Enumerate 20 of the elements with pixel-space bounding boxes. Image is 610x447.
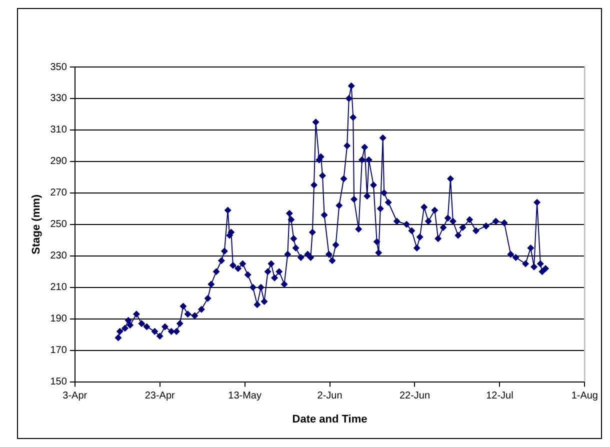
y-tick-label: 250: [50, 219, 68, 230]
x-tick-label: 2-Jun: [317, 390, 342, 402]
y-tick-label: 150: [50, 376, 68, 388]
y-axis-title: Stage (mm): [30, 194, 43, 254]
y-tick-label: 350: [50, 62, 68, 73]
y-tick-label: 210: [50, 282, 68, 294]
x-tick-label: 3-Apr: [62, 390, 88, 402]
y-tick-label: 230: [50, 250, 68, 262]
x-tick-label: 22-Jun: [399, 390, 430, 402]
y-tick-label: 290: [50, 156, 68, 168]
x-tick-label: 12-Jul: [486, 390, 514, 402]
x-axis-title: Date and Time: [292, 413, 368, 426]
x-tick-label: 1-Aug: [571, 390, 598, 402]
y-tick-label: 270: [50, 188, 68, 199]
x-tick-label: 23-Apr: [144, 390, 176, 402]
y-tick-label: 330: [50, 93, 68, 104]
x-tick-label: 13-May: [228, 390, 262, 402]
y-tick-label: 170: [50, 345, 68, 356]
y-tick-label: 310: [50, 124, 68, 136]
y-tick-label: 190: [50, 314, 68, 325]
